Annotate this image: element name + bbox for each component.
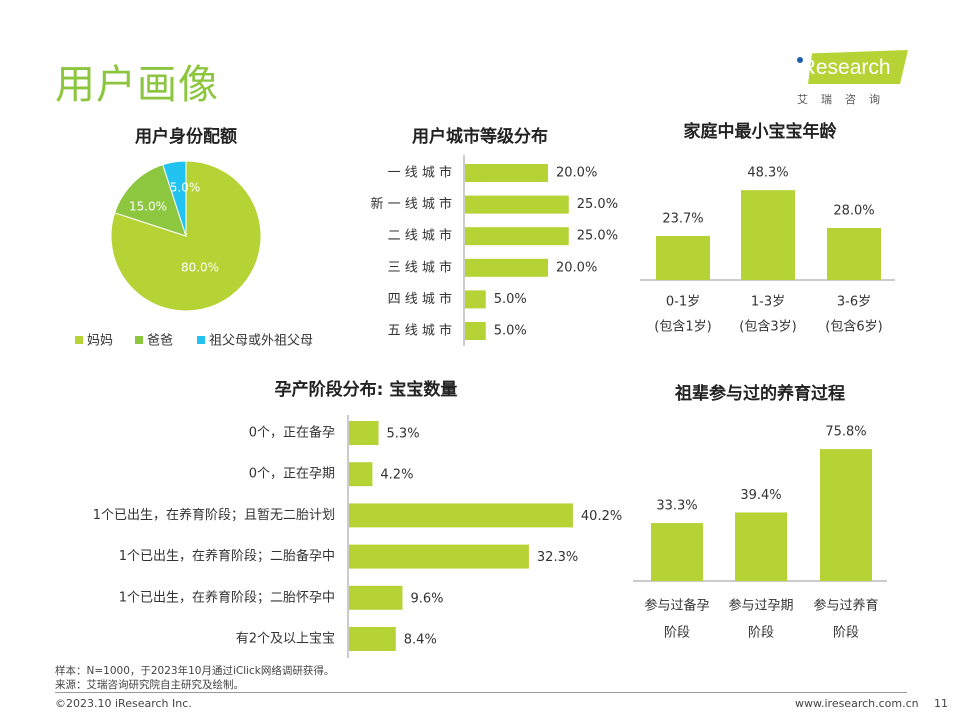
age-bar-2	[827, 227, 881, 280]
identity-chart-title: 用户身份配额	[135, 127, 237, 147]
grandparent-category-0-0: 参与过备孕	[644, 598, 709, 614]
pregnancy-value-5: 8.4%	[404, 633, 437, 648]
legend-swatch-0	[75, 336, 83, 344]
pregnancy-category-5: 有2个及以上宝宝	[236, 632, 335, 647]
pregnancy-bar-0	[349, 421, 379, 445]
city-category-4: 四 线 城 市	[388, 291, 452, 307]
city-chart-title: 用户城市等级分布	[412, 127, 548, 147]
grandparent-value-0: 33.3%	[656, 499, 697, 514]
legend-swatch-2	[197, 336, 205, 344]
city-value-4: 5.0%	[494, 292, 527, 307]
logo-subtitle: 艾瑞咨询	[797, 93, 893, 106]
website-link[interactable]: www.iresearch.com.cn	[795, 697, 919, 710]
grandparent-chart-title: 祖辈参与过的养育过程	[675, 384, 845, 404]
pregnancy-bar-2	[349, 503, 573, 528]
city-bar-3	[465, 258, 548, 277]
city-category-1: 新 一 线 城 市	[370, 196, 452, 212]
pie-slice-2	[162, 160, 187, 237]
pregnancy-value-4: 9.6%	[410, 591, 443, 606]
age-category-1-0: 1-3岁	[751, 295, 785, 310]
pregnancy-category-3: 1个已出生，在养育阶段；二胎备孕中	[119, 548, 335, 564]
page-title: 用户画像	[55, 62, 219, 108]
footer-divider	[55, 692, 907, 693]
pregnancy-bar-5	[349, 627, 396, 651]
age-value-1: 48.3%	[747, 166, 788, 181]
city-bar-2	[465, 227, 569, 246]
pregnancy-category-4: 1个已出生，在养育阶段；二胎怀孕中	[119, 589, 335, 605]
pregnancy-value-3: 32.3%	[537, 550, 578, 565]
age-bar-0	[656, 235, 710, 280]
copyright: ©2023.10 iResearch Inc.	[55, 697, 192, 710]
source-note: 来源：艾瑞咨询研究院自主研究及绘制。	[55, 679, 244, 691]
grandparent-value-2: 75.8%	[825, 425, 866, 440]
grandparent-category-2-1: 阶段	[833, 626, 859, 641]
pregnancy-bar-3	[349, 544, 529, 569]
city-category-0: 一 线 城 市	[388, 165, 452, 181]
age-chart-title: 家庭中最小宝宝年龄	[683, 122, 837, 142]
pregnancy-category-1: 0个，正在孕期	[249, 467, 335, 482]
city-value-0: 20.0%	[556, 166, 597, 181]
grandparent-category-1-1: 阶段	[748, 626, 774, 641]
age-value-2: 28.0%	[833, 203, 874, 218]
legend-label-0: 妈妈	[87, 334, 113, 349]
pregnancy-value-0: 5.3%	[387, 427, 420, 442]
age-category-1-1: (包含3岁)	[739, 319, 796, 335]
city-bar-5	[465, 322, 486, 340]
city-category-3: 三 线 城 市	[388, 259, 452, 275]
pregnancy-category-0: 0个，正在备孕	[249, 425, 335, 441]
age-category-0-0: 0-1岁	[666, 295, 700, 310]
city-value-1: 25.0%	[577, 197, 618, 212]
grandparent-bar-0	[651, 523, 703, 581]
city-value-3: 20.0%	[556, 260, 597, 275]
grandparent-bar-1	[735, 512, 787, 581]
logo-shape	[808, 50, 908, 84]
city-bar-0	[465, 164, 548, 182]
logo-text: iResearch	[796, 56, 891, 79]
pregnancy-bar-1	[349, 462, 373, 487]
age-value-0: 23.7%	[662, 211, 703, 226]
grandparent-value-1: 39.4%	[740, 488, 781, 503]
age-category-2-1: (包含6岁)	[825, 319, 882, 335]
pregnancy-chart-title: 孕产阶段分布: 宝宝数量	[274, 380, 458, 400]
city-category-2: 二 线 城 市	[388, 228, 452, 244]
legend-label-2: 祖父母或外祖父母	[209, 334, 313, 349]
page-number: 11	[934, 697, 948, 710]
city-value-5: 5.0%	[494, 324, 527, 339]
pie-label-0: 80.0%	[181, 261, 219, 275]
pregnancy-bar-4	[349, 585, 403, 610]
logo-dot	[797, 57, 803, 63]
grandparent-category-1-0: 参与过孕期	[728, 598, 793, 614]
pregnancy-category-2: 1个已出生，在养育阶段；且暂无二胎计划	[93, 507, 335, 523]
legend-swatch-1	[135, 336, 143, 344]
city-bar-4	[465, 290, 486, 309]
city-category-5: 五 线 城 市	[388, 323, 452, 339]
pie-label-1: 15.0%	[129, 200, 167, 214]
grandparent-bar-2	[820, 449, 872, 581]
city-value-2: 25.0%	[577, 229, 618, 244]
pregnancy-value-1: 4.2%	[380, 468, 413, 483]
age-category-2-0: 3-6岁	[837, 295, 871, 310]
age-bar-1	[741, 190, 795, 280]
age-category-0-1: (包含1岁)	[654, 319, 711, 335]
sample-note: 样本：N=1000，于2023年10月通过iClick网络调研获得。	[55, 665, 335, 677]
pie-label-2: 5.0%	[170, 181, 201, 195]
grandparent-category-2-0: 参与过养育	[813, 598, 878, 614]
grandparent-category-0-1: 阶段	[664, 626, 690, 641]
city-bar-1	[465, 195, 569, 214]
legend-label-1: 爸爸	[147, 334, 173, 349]
pregnancy-value-2: 40.2%	[581, 509, 622, 524]
